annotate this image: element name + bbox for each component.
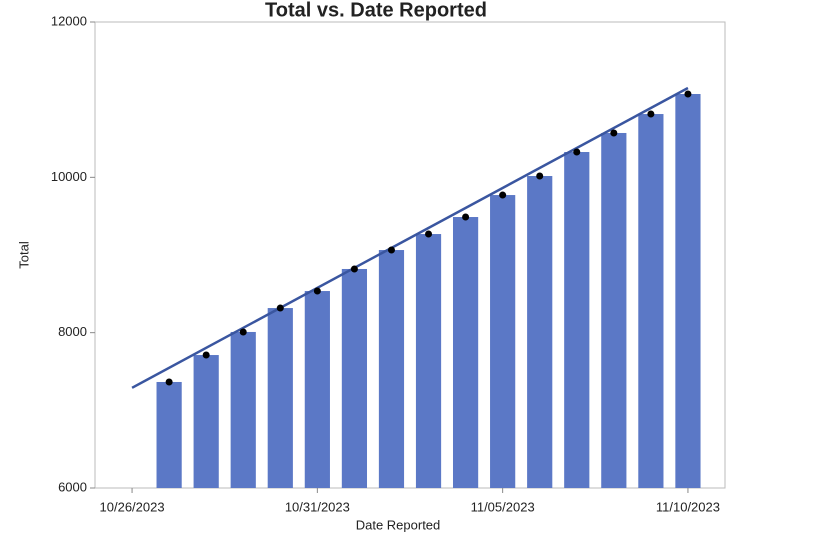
y-axis-label: Total: [16, 241, 31, 269]
y-tick-label: 12000: [51, 13, 87, 28]
data-point: [573, 148, 581, 156]
data-point: [239, 328, 247, 336]
y-tick-label: 10000: [51, 169, 87, 184]
data-point: [313, 287, 321, 295]
bar: [675, 93, 701, 488]
data-point: [647, 110, 655, 118]
x-tick-label: 11/10/2023: [656, 499, 720, 514]
data-point: [276, 304, 284, 312]
plot-frame: [94, 21, 726, 489]
bar: [452, 217, 479, 488]
bar: [193, 355, 219, 488]
data-point: [462, 213, 470, 221]
x-tick-label: 10/26/2023: [100, 499, 165, 514]
data-point: [350, 265, 358, 273]
y-tick-label: 8000: [58, 324, 87, 339]
data-point: [202, 351, 210, 359]
bar: [304, 291, 330, 488]
chart-title: Total vs. Date Reported: [265, 0, 487, 21]
bar: [564, 152, 590, 488]
bar: [341, 268, 368, 488]
data-point: [536, 172, 544, 180]
bar: [378, 250, 405, 488]
x-tick-label: 11/05/2023: [471, 499, 535, 514]
bar: [230, 331, 256, 488]
bar: [415, 234, 442, 488]
data-point: [165, 378, 173, 386]
bar: [267, 308, 293, 488]
bar: [490, 195, 516, 489]
bar: [601, 132, 627, 489]
bar: [527, 176, 553, 488]
data-point: [684, 90, 692, 98]
x-axis-label: Date Reported: [356, 517, 441, 532]
trend-line: [131, 86, 689, 389]
bar: [156, 381, 182, 488]
y-tick-label: 6000: [58, 479, 87, 494]
x-tick-label: 10/31/2023: [285, 499, 350, 514]
bar: [638, 114, 664, 488]
data-point: [499, 191, 507, 199]
data-point: [425, 230, 433, 238]
data-point: [610, 129, 618, 137]
data-point: [387, 246, 395, 254]
